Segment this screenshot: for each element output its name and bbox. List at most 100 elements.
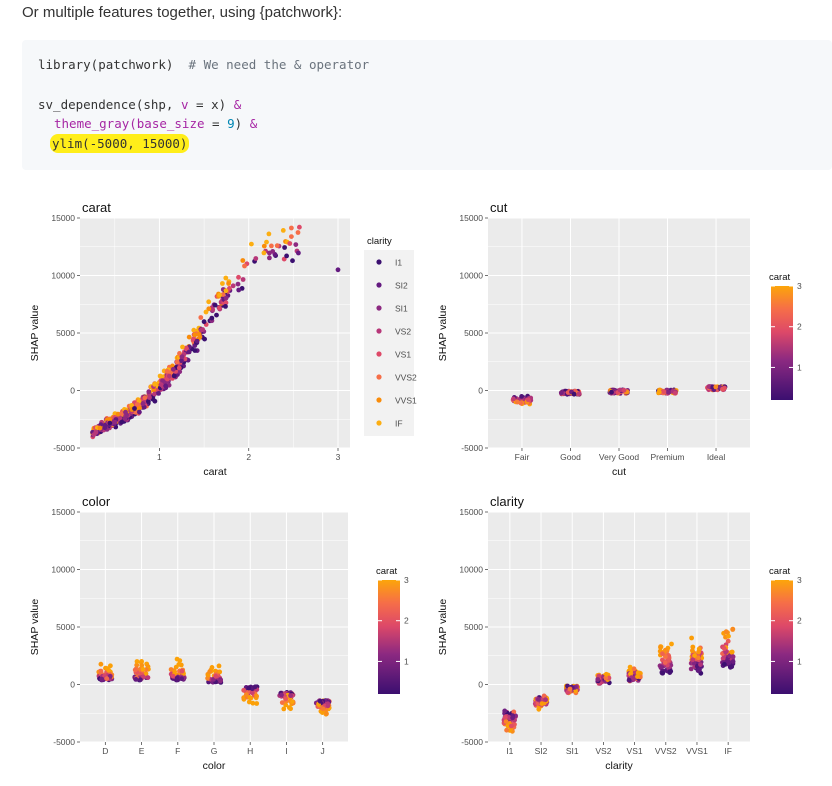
- point: [240, 277, 246, 282]
- x-tick-label: Fair: [515, 452, 530, 462]
- point: [220, 281, 225, 286]
- colorbar-label: 3: [797, 575, 802, 585]
- y-tick-label: 10000: [459, 271, 483, 281]
- x-tick-label: VVS1: [686, 746, 708, 756]
- point: [179, 668, 185, 674]
- panel-title: color: [82, 494, 111, 509]
- point: [502, 708, 508, 714]
- point: [688, 666, 694, 672]
- point: [191, 327, 197, 333]
- point: [236, 274, 241, 280]
- point: [290, 699, 295, 705]
- point: [235, 281, 241, 287]
- scatter-points: [96, 656, 332, 717]
- point: [174, 656, 180, 662]
- plot-color: color 15000 10000 5000 0 -5000 SHAP value color…: [29, 494, 409, 772]
- point: [287, 241, 293, 246]
- point: [696, 649, 701, 655]
- point: [558, 390, 564, 396]
- point: [567, 686, 573, 692]
- point: [289, 225, 294, 231]
- point: [102, 425, 108, 431]
- point: [227, 286, 232, 291]
- point: [603, 675, 609, 681]
- legend-label: I1: [395, 258, 402, 268]
- point: [595, 677, 601, 682]
- point: [603, 671, 609, 677]
- point: [203, 309, 209, 315]
- point: [672, 390, 678, 396]
- point: [723, 629, 729, 635]
- point: [194, 338, 200, 344]
- point: [207, 669, 213, 675]
- point: [635, 674, 640, 679]
- y-tick-label: 5000: [464, 328, 483, 338]
- point: [627, 664, 633, 670]
- point: [503, 714, 508, 720]
- point: [511, 709, 517, 715]
- colorbar: [771, 286, 793, 400]
- legend-key: [376, 282, 382, 288]
- x-tick-label: VS2: [595, 746, 611, 756]
- point: [317, 698, 323, 704]
- point: [241, 687, 247, 693]
- x-tick-label: E: [139, 746, 145, 756]
- point: [132, 406, 137, 411]
- point: [509, 723, 514, 729]
- code-block: library(patchwork) # We need the & opera…: [22, 40, 832, 170]
- point: [247, 695, 253, 700]
- y-tick-label: 15000: [459, 507, 483, 517]
- point: [243, 692, 249, 697]
- point: [690, 657, 696, 663]
- point: [274, 243, 280, 249]
- panel-title: clarity: [490, 494, 524, 509]
- point: [729, 649, 735, 655]
- point: [543, 697, 548, 703]
- point: [140, 401, 146, 407]
- point: [261, 250, 267, 256]
- point: [281, 706, 287, 712]
- legend-key: [376, 397, 382, 403]
- point: [112, 419, 118, 425]
- point: [209, 315, 215, 321]
- point: [104, 666, 110, 671]
- point: [240, 258, 246, 263]
- point: [119, 411, 124, 416]
- point: [152, 391, 157, 397]
- plot-cut: cut 15000 10000 5000 0 -5000 SHAP value cut Fair…: [437, 200, 802, 478]
- x-tick-label: F: [175, 746, 180, 756]
- point: [267, 250, 272, 256]
- point: [519, 394, 524, 399]
- legend-key: [376, 328, 382, 334]
- point: [324, 711, 329, 717]
- point: [108, 663, 113, 669]
- point: [289, 234, 294, 240]
- colorbar-label: 3: [797, 281, 802, 291]
- y-tick-label: 0: [478, 386, 483, 396]
- colorbar-label: 2: [404, 616, 409, 626]
- point: [186, 349, 192, 355]
- point: [209, 665, 215, 670]
- code-sv-call: sv_dependence(shp,: [38, 97, 181, 112]
- code-comment: # We need the & operator: [188, 57, 370, 72]
- point: [212, 302, 218, 308]
- point: [293, 242, 299, 248]
- x-tick-label: IF: [724, 746, 732, 756]
- point: [134, 659, 140, 664]
- x-tick-label: Premium: [651, 452, 685, 462]
- point: [146, 399, 151, 404]
- point: [662, 647, 668, 653]
- point: [122, 416, 128, 422]
- point: [252, 684, 258, 690]
- legend-key: [376, 259, 382, 265]
- point: [663, 654, 668, 659]
- point: [698, 662, 703, 667]
- x-tick-label: Ideal: [707, 452, 726, 462]
- y-axis-label: SHAP value: [437, 305, 449, 362]
- point: [99, 676, 105, 682]
- point: [284, 253, 289, 259]
- point: [720, 386, 725, 392]
- point: [163, 383, 169, 389]
- y-tick-label: -5000: [461, 737, 483, 747]
- point: [145, 675, 151, 680]
